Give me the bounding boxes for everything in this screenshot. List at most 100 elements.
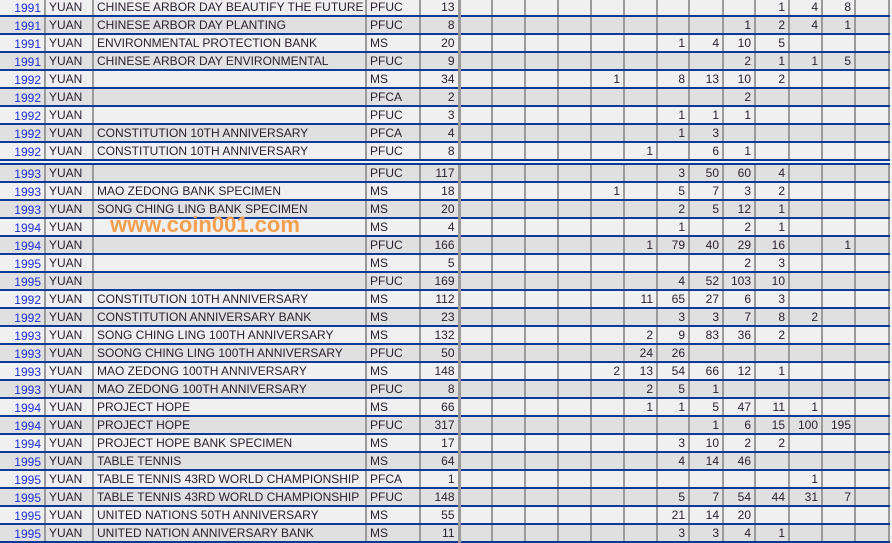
grade-count-cell <box>558 452 592 471</box>
year-link[interactable]: 1993 <box>0 326 46 345</box>
denomination-cell: YUAN <box>45 218 94 237</box>
year-link[interactable]: 1995 <box>0 470 46 489</box>
grade-count-cell: 1 <box>755 218 790 237</box>
grade-count-cell <box>822 326 856 345</box>
grade-count-cell <box>525 416 559 435</box>
grade-count-cell <box>492 124 526 143</box>
grade-count-cell <box>822 70 856 89</box>
grade-count-cell <box>755 88 790 107</box>
total-cell: 5 <box>420 254 461 273</box>
grade-count-cell <box>558 254 592 273</box>
table-row: 1991 YUAN ENVIRONMENTAL PROTECTION BANK MS 2… <box>0 34 890 53</box>
year-link[interactable]: 1991 <box>0 0 46 17</box>
grade-count-cell: 66 <box>689 362 724 381</box>
year-link[interactable]: 1995 <box>0 452 46 471</box>
grade-count-cell: 1 <box>689 380 724 399</box>
total-cell: 11 <box>420 524 461 543</box>
grade-count-cell <box>525 52 559 71</box>
year-link[interactable]: 1992 <box>0 106 46 125</box>
grade-count-cell <box>789 162 823 183</box>
table-row: 1995 YUAN PFUC 169 4 52 103 10 <box>0 272 890 291</box>
grade-count-cell <box>558 124 592 143</box>
year-link[interactable]: 1991 <box>0 34 46 53</box>
table-row: 1994 YUAN PFUC 166 1 79 40 29 16 1 <box>0 236 890 255</box>
denomination-cell: YUAN <box>45 380 94 399</box>
grade-count-cell <box>591 452 625 471</box>
year-link[interactable]: 1992 <box>0 142 46 165</box>
type-cell: MS <box>366 362 421 381</box>
denomination-cell: YUAN <box>45 398 94 417</box>
grade-count-cell <box>459 362 493 381</box>
year-link[interactable]: 1992 <box>0 124 46 143</box>
year-link[interactable]: 1995 <box>0 272 46 291</box>
total-cell: 3 <box>420 106 461 125</box>
grade-count-cell <box>459 488 493 507</box>
grade-count-cell <box>855 470 890 489</box>
year-link[interactable]: 1995 <box>0 506 46 525</box>
grade-count-cell: 3 <box>657 162 690 183</box>
type-cell: MS <box>366 308 421 327</box>
grade-count-cell <box>789 380 823 399</box>
grade-count-cell <box>789 434 823 453</box>
grade-count-cell <box>525 398 559 417</box>
grade-count-cell <box>789 524 823 543</box>
type-cell: MS <box>366 70 421 89</box>
year-link[interactable]: 1994 <box>0 236 46 255</box>
year-link[interactable]: 1992 <box>0 308 46 327</box>
coin-name-cell: CONSTITUTION ANNIVERSARY BANK <box>93 308 367 327</box>
grade-count-cell <box>558 52 592 71</box>
grade-count-cell <box>755 124 790 143</box>
type-cell: MS <box>366 254 421 273</box>
year-link[interactable]: 1992 <box>0 88 46 107</box>
grade-count-cell <box>492 254 526 273</box>
grade-count-cell: 2 <box>755 182 790 201</box>
grade-count-cell <box>624 452 658 471</box>
grade-count-cell <box>855 254 890 273</box>
year-link[interactable]: 1993 <box>0 182 46 201</box>
grade-count-cell <box>624 434 658 453</box>
year-link[interactable]: 1994 <box>0 434 46 453</box>
grade-count-cell <box>624 0 658 17</box>
grade-count-cell <box>492 524 526 543</box>
year-link[interactable]: 1994 <box>0 416 46 435</box>
grade-count-cell <box>492 470 526 489</box>
grade-count-cell <box>591 88 625 107</box>
year-link[interactable]: 1994 <box>0 218 46 237</box>
grade-count-cell <box>755 142 790 165</box>
year-link[interactable]: 1993 <box>0 200 46 219</box>
year-link[interactable]: 1995 <box>0 524 46 543</box>
year-link[interactable]: 1993 <box>0 362 46 381</box>
grade-count-cell: 5 <box>822 52 856 71</box>
year-link[interactable]: 1994 <box>0 398 46 417</box>
year-link[interactable]: 1995 <box>0 488 46 507</box>
total-cell: 148 <box>420 362 461 381</box>
grade-count-cell: 1 <box>789 398 823 417</box>
grade-count-cell <box>459 124 493 143</box>
grade-count-cell <box>459 452 493 471</box>
year-link[interactable]: 1992 <box>0 70 46 89</box>
grade-count-cell <box>789 362 823 381</box>
total-cell: 4 <box>420 124 461 143</box>
table-row: 1992 YUAN PFUC 3 1 1 1 <box>0 106 890 125</box>
grade-count-cell: 2 <box>723 88 756 107</box>
grade-count-cell <box>624 488 658 507</box>
grade-count-cell: 27 <box>689 290 724 309</box>
grade-count-cell: 195 <box>822 416 856 435</box>
year-link[interactable]: 1993 <box>0 344 46 363</box>
grade-count-cell: 5 <box>657 182 690 201</box>
grade-count-cell: 10 <box>755 272 790 291</box>
year-link[interactable]: 1995 <box>0 254 46 273</box>
grade-count-cell <box>755 380 790 399</box>
year-link[interactable]: 1993 <box>0 162 46 183</box>
year-link[interactable]: 1991 <box>0 52 46 71</box>
grade-count-cell <box>525 308 559 327</box>
grade-count-cell <box>624 182 658 201</box>
year-link[interactable]: 1991 <box>0 16 46 35</box>
year-link[interactable]: 1993 <box>0 380 46 399</box>
grade-count-cell <box>525 70 559 89</box>
grade-count-cell <box>855 0 890 17</box>
year-link[interactable]: 1992 <box>0 290 46 309</box>
grade-count-cell <box>459 254 493 273</box>
total-cell: 112 <box>420 290 461 309</box>
